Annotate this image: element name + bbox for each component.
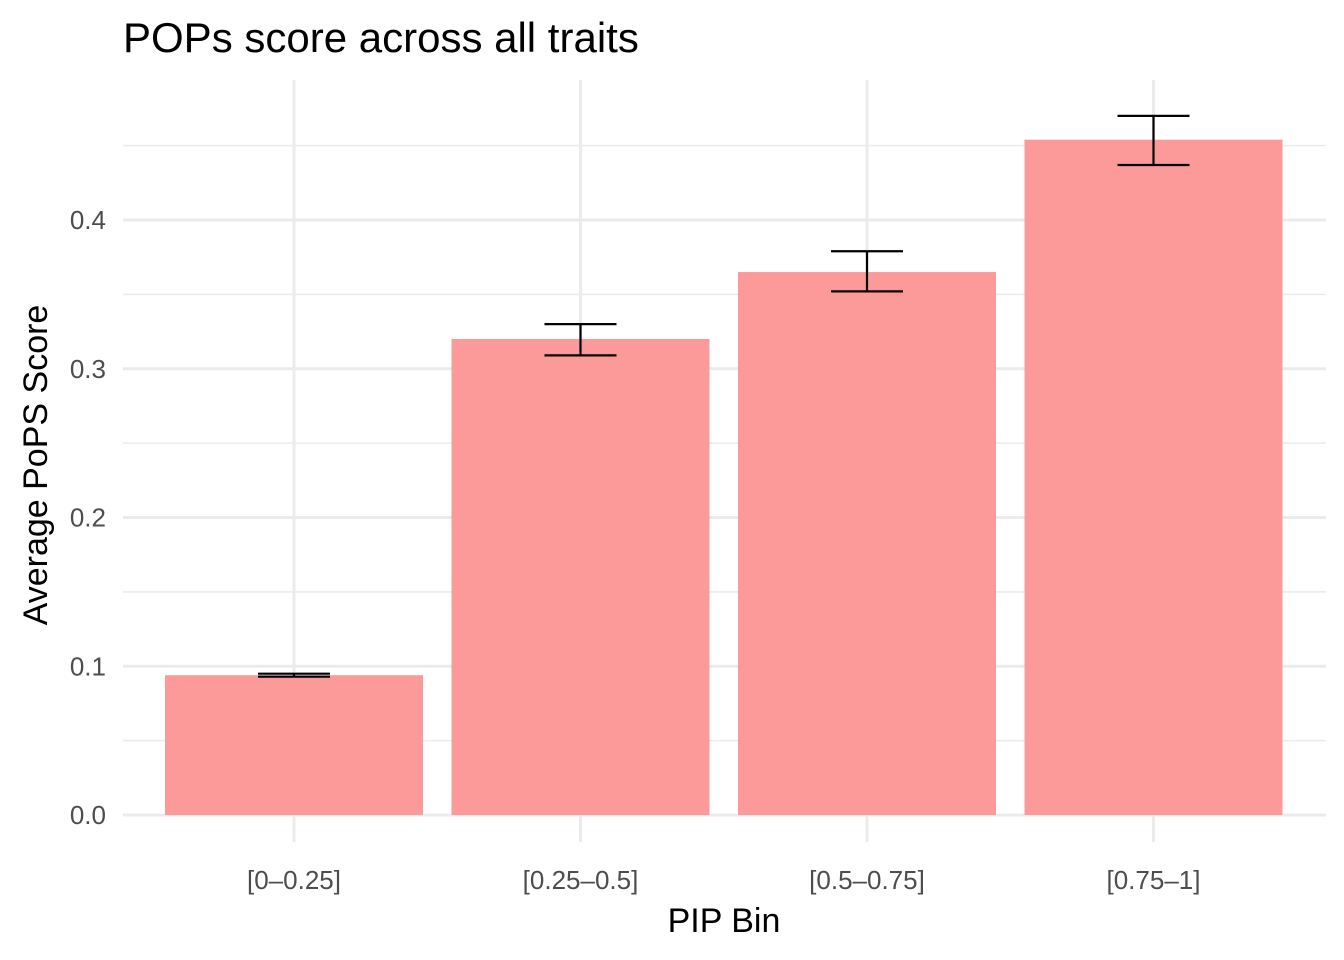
x-tick-label: [0.25–0.5] <box>523 865 639 895</box>
bar <box>165 675 423 815</box>
y-tick-label: 0.2 <box>70 503 106 533</box>
error-bar <box>1117 114 1190 167</box>
bars-layer <box>165 139 1283 816</box>
y-tick-label: 0.1 <box>70 651 106 681</box>
y-axis-title: Average PoPS Score <box>17 305 55 626</box>
y-tick-label: 0.4 <box>70 205 106 235</box>
x-tick-label: [0.75–1] <box>1107 865 1201 895</box>
chart-title: POPs score across all traits <box>123 14 639 61</box>
bar <box>451 339 710 815</box>
error-bar <box>544 323 617 357</box>
error-bar <box>831 250 903 293</box>
error-bar <box>258 672 330 678</box>
x-tick-label: [0.5–0.75] <box>809 865 925 895</box>
bar <box>1024 139 1283 816</box>
x-tick-labels: [0–0.25] [0.25–0.5] [0.5–0.75] [0.75–1] <box>247 865 1200 895</box>
x-tick-label: [0–0.25] <box>247 865 341 895</box>
x-axis-title: PIP Bin <box>668 902 781 940</box>
y-tick-labels: 0.0 0.1 0.2 0.3 0.4 <box>70 205 106 830</box>
y-tick-label: 0.3 <box>70 354 106 384</box>
bar <box>738 272 996 815</box>
error-bars-layer <box>258 114 1190 678</box>
y-tick-label: 0.0 <box>70 800 106 830</box>
